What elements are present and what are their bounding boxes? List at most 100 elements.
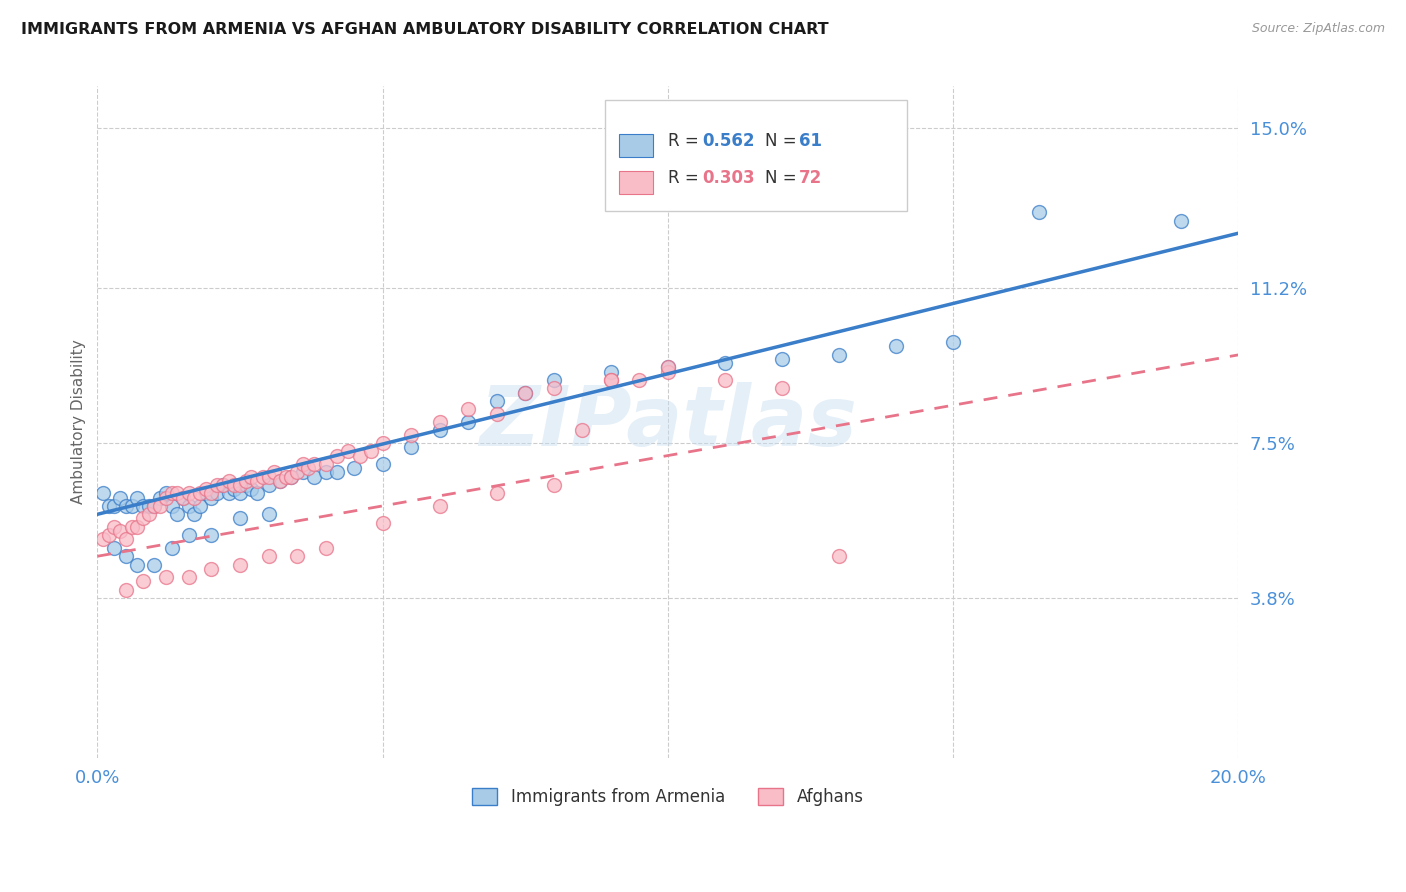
Point	[657, 360, 679, 375]
Point	[280, 469, 302, 483]
Point	[143, 558, 166, 572]
Point	[127, 520, 149, 534]
Point	[172, 491, 194, 505]
Point	[200, 491, 222, 505]
Point	[240, 469, 263, 483]
Point	[302, 457, 325, 471]
Point	[200, 562, 222, 576]
Point	[235, 478, 257, 492]
Point	[160, 486, 183, 500]
Point	[770, 352, 793, 367]
Point	[291, 457, 314, 471]
Point	[942, 335, 965, 350]
Point	[770, 381, 793, 395]
FancyBboxPatch shape	[605, 100, 907, 211]
Point	[302, 469, 325, 483]
Point	[183, 491, 205, 505]
Point	[571, 424, 593, 438]
Point	[177, 486, 200, 500]
Point	[115, 499, 138, 513]
Point	[1028, 205, 1050, 219]
Point	[97, 528, 120, 542]
Point	[263, 466, 285, 480]
Point	[132, 499, 155, 513]
Point	[543, 381, 565, 395]
Point	[315, 457, 337, 471]
Point	[155, 486, 177, 500]
Point	[240, 482, 263, 496]
Point	[143, 499, 166, 513]
Point	[515, 385, 537, 400]
Point	[884, 339, 907, 353]
Point	[429, 415, 451, 429]
FancyBboxPatch shape	[619, 134, 652, 157]
Text: 72: 72	[799, 169, 823, 187]
Point	[229, 558, 252, 572]
Point	[599, 365, 621, 379]
Point	[269, 474, 291, 488]
Text: N =: N =	[765, 169, 801, 187]
Point	[121, 499, 143, 513]
Point	[149, 491, 172, 505]
Point	[337, 444, 360, 458]
Point	[657, 365, 679, 379]
Point	[280, 469, 302, 483]
Text: R =: R =	[668, 169, 704, 187]
Text: 61: 61	[799, 132, 823, 151]
Point	[828, 348, 851, 362]
Point	[194, 486, 217, 500]
Text: ZIPatlas: ZIPatlas	[479, 382, 856, 462]
Point	[149, 499, 172, 513]
Point	[714, 373, 737, 387]
Point	[485, 394, 508, 409]
Point	[229, 511, 252, 525]
Point	[212, 478, 235, 492]
Point	[115, 582, 138, 597]
Point	[257, 508, 280, 522]
Text: N =: N =	[765, 132, 801, 151]
Point	[103, 520, 125, 534]
Point	[177, 499, 200, 513]
Point	[543, 478, 565, 492]
Point	[657, 360, 679, 375]
Point	[485, 486, 508, 500]
Point	[121, 520, 143, 534]
Point	[235, 474, 257, 488]
Point	[132, 511, 155, 525]
Point	[285, 549, 308, 564]
Point	[91, 486, 114, 500]
Point	[326, 466, 349, 480]
Point	[172, 491, 194, 505]
Point	[108, 491, 131, 505]
Point	[599, 373, 621, 387]
Point	[155, 491, 177, 505]
Point	[138, 499, 160, 513]
Point	[599, 373, 621, 387]
Point	[212, 478, 235, 492]
Point	[349, 449, 371, 463]
Point	[274, 469, 297, 483]
Point	[188, 499, 211, 513]
Point	[257, 549, 280, 564]
Point	[166, 508, 188, 522]
Point	[1170, 213, 1192, 227]
Point	[166, 486, 188, 500]
Point	[200, 528, 222, 542]
Point	[315, 466, 337, 480]
Point	[360, 444, 382, 458]
Point	[429, 499, 451, 513]
Point	[399, 440, 422, 454]
Point	[224, 478, 246, 492]
Point	[291, 466, 314, 480]
Point	[218, 474, 240, 488]
Point	[252, 469, 274, 483]
Point	[177, 528, 200, 542]
Point	[246, 486, 269, 500]
Point	[343, 461, 366, 475]
Point	[269, 474, 291, 488]
Point	[108, 524, 131, 538]
Point	[115, 549, 138, 564]
Point	[429, 424, 451, 438]
Point	[138, 508, 160, 522]
Point	[143, 499, 166, 513]
